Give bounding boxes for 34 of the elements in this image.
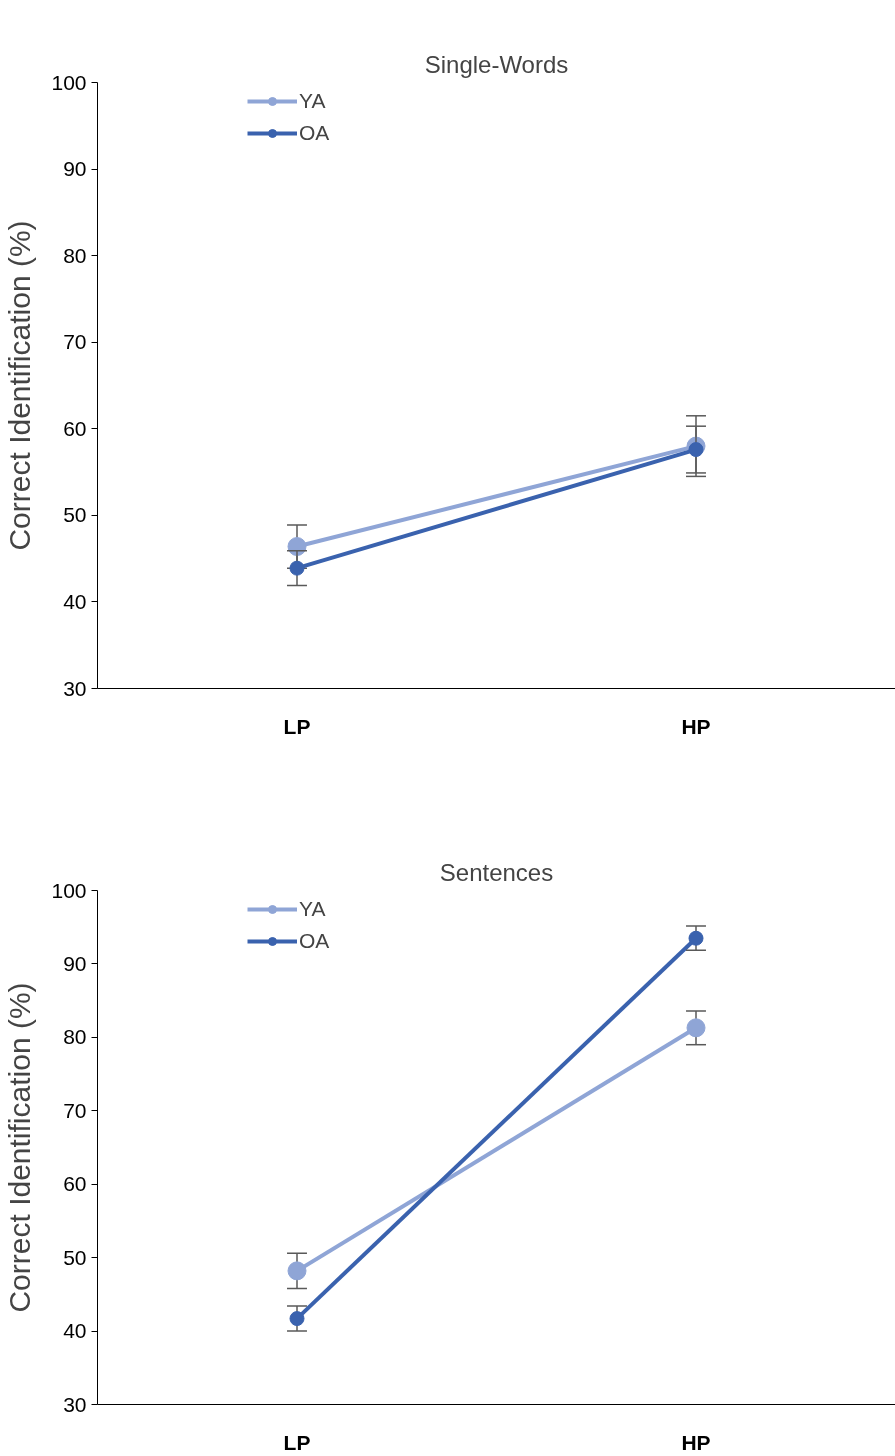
y-tick-label: 90	[63, 951, 87, 975]
y-tick-label: 40	[63, 1319, 87, 1343]
legend-label: YA	[299, 89, 326, 113]
y-tick-label: 60	[63, 416, 87, 440]
y-tick-label: 80	[63, 1025, 87, 1049]
y-tick-label: 100	[51, 70, 87, 94]
chart-title: Sentences	[439, 858, 554, 886]
y-tick-label: 60	[63, 1172, 87, 1196]
y-tick-label: 70	[63, 330, 87, 354]
y-tick-label: 70	[63, 1098, 87, 1122]
y-tick-label: 90	[63, 157, 87, 181]
y-tick-label: 40	[63, 589, 87, 613]
x-tick-label: LP	[283, 714, 311, 738]
legend-label: YA	[299, 897, 326, 921]
point	[686, 1018, 706, 1038]
x-tick-label: HP	[681, 714, 711, 738]
y-tick-label: 50	[63, 503, 87, 527]
y-tick-label: 100	[51, 878, 87, 902]
point	[289, 560, 305, 576]
y-tick-label: 80	[63, 243, 87, 267]
point	[287, 1261, 307, 1281]
y-tick-label: 30	[63, 676, 87, 700]
x-tick-label: LP	[283, 1430, 311, 1454]
chart-title: Single-Words	[424, 50, 569, 78]
point	[688, 930, 704, 946]
legend-label: OA	[299, 929, 330, 953]
y-axis-title: Correct Identification (%)	[3, 220, 37, 551]
point	[688, 442, 704, 458]
legend-label: OA	[299, 121, 330, 145]
y-tick-label: 30	[63, 1392, 87, 1416]
y-tick-label: 50	[63, 1245, 87, 1269]
point	[289, 1311, 305, 1327]
y-axis-title: Correct Identification (%)	[3, 982, 37, 1313]
x-tick-label: HP	[681, 1430, 711, 1454]
